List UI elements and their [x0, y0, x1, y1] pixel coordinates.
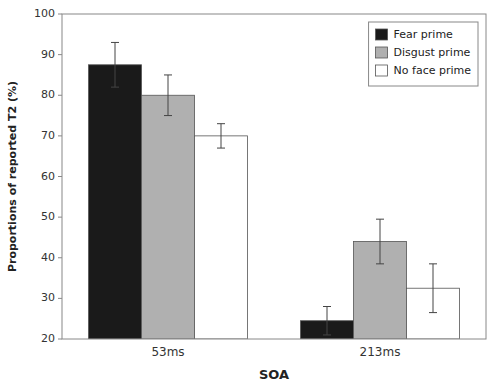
tick — [58, 95, 62, 96]
tick — [58, 14, 62, 15]
tick-label: 80 — [41, 88, 55, 101]
tick — [58, 176, 62, 177]
error-bar — [164, 75, 172, 116]
axis-label: Proportions of reported T2 (%) — [6, 81, 19, 272]
tick-label: 70 — [41, 129, 55, 142]
legend-label: Fear prime — [394, 28, 454, 41]
legend-label: Disgust prime — [394, 46, 471, 59]
tick — [58, 217, 62, 218]
tick-label: 53ms — [151, 345, 184, 359]
bar — [142, 95, 195, 339]
legend-swatch — [376, 65, 388, 76]
tick-label: 50 — [41, 210, 55, 223]
error-bar — [217, 124, 225, 148]
tick-label: 30 — [41, 291, 55, 304]
error-bar — [323, 307, 331, 335]
tick-label: 100 — [34, 7, 55, 20]
legend-frame — [369, 22, 478, 86]
error-bar — [376, 219, 384, 264]
tick — [58, 298, 62, 299]
series — [142, 75, 407, 339]
legend-swatch — [376, 29, 388, 40]
tick-label: 90 — [41, 48, 55, 61]
tick — [58, 135, 62, 136]
bar — [89, 65, 142, 339]
chart: 20 30 40 50 60 70 80 90 100 53ms 213ms SOA Proportio… — [0, 0, 500, 389]
legend-label: No face prime — [394, 64, 472, 77]
y-axis: 20 30 40 50 60 70 80 90 100 — [34, 7, 62, 345]
tick-label: 40 — [41, 251, 55, 264]
error-bar — [429, 264, 437, 313]
bar — [195, 136, 248, 339]
series — [195, 124, 460, 339]
tick-label: 60 — [41, 170, 55, 183]
x-axis: 53ms 213ms — [151, 345, 400, 359]
axis-label: SOA — [259, 367, 289, 382]
tick-label: 20 — [41, 332, 55, 345]
legend: Fear prime Disgust prime No face prime — [369, 22, 478, 86]
tick — [58, 54, 62, 55]
error-bar — [111, 42, 119, 87]
tick — [58, 257, 62, 258]
tick-label: 213ms — [360, 345, 401, 359]
plot-frame — [62, 14, 486, 339]
legend-swatch — [376, 47, 388, 58]
tick — [58, 339, 62, 340]
plot-area — [89, 42, 460, 339]
series — [89, 42, 354, 339]
